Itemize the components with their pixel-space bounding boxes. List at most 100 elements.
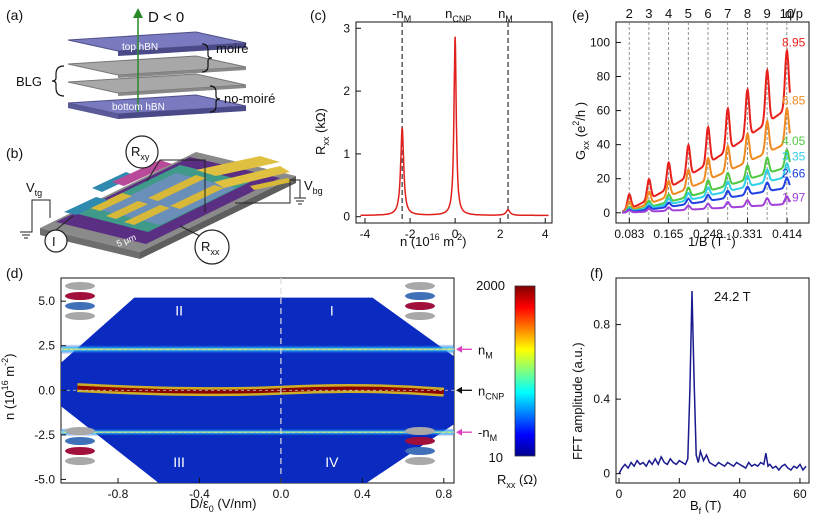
d-x-tick-label: 0.0 <box>273 487 290 501</box>
rxy-bubble <box>125 135 159 169</box>
stack-icon-bottom-left <box>65 427 95 465</box>
v-bg-label: Vbg <box>304 178 323 196</box>
f-x-tick-label: 60 <box>793 487 807 501</box>
d-y-tick-label: -5.0 <box>34 472 55 486</box>
f-x-axis-label: Bf (T) <box>690 498 721 516</box>
e-x-tick-label: 0.248 <box>693 227 723 241</box>
d-right-arrow-head <box>456 386 462 394</box>
panel-label-c: (c) <box>310 7 326 23</box>
d-x-axis: -0.8 -0.4 0.0 0.4 0.8 <box>108 478 452 501</box>
e-y-axis-label: Gxx (e2/h ) <box>571 102 591 160</box>
e-top-tick-label: 4 <box>665 6 672 21</box>
e-series-line <box>622 148 791 214</box>
e-top-tick-label: 8 <box>744 6 751 21</box>
d-y-tick-label: 2.5 <box>38 339 55 353</box>
f-y-tick-label: 0.8 <box>593 318 610 332</box>
moire-label: moiré <box>216 41 249 56</box>
c-top-label: nCNP <box>445 6 471 24</box>
layer-bottom-hbn <box>67 94 247 119</box>
e-top-tick-label: 5 <box>685 6 692 21</box>
e-x-tick-label: 0.331 <box>733 227 763 241</box>
plot-frame-e <box>615 21 810 224</box>
plot-frame-f <box>615 277 810 484</box>
c-y-tick-label: 3 <box>343 21 350 35</box>
c-y-axis: 0 1 2 3 <box>343 21 361 224</box>
bottom-hbn-label: bottom hBN <box>112 102 165 113</box>
layer-top-hbn <box>67 31 247 56</box>
panel-a: (a) D < 0 top hBN bottom hBN moiré no-mo… <box>6 7 275 119</box>
e-y-axis: 0 20 40 60 80 100 <box>590 35 621 220</box>
stack-icon-bottom-right <box>405 427 435 465</box>
e-x-axis-label: 1/B (T-1) <box>688 232 736 249</box>
e-x-tick-label: 0.083 <box>614 227 644 241</box>
colorbar-label: Rxx (Ω) <box>497 472 537 490</box>
colorbar <box>514 285 536 457</box>
e-top-tick-label: 6 <box>704 6 711 21</box>
d-region-label: II <box>175 302 183 318</box>
e-x-tick-label: 0.165 <box>653 227 683 241</box>
f-y-axis: 0 0.4 0.8 <box>593 318 621 481</box>
e-series-label: 2.66 <box>782 167 806 181</box>
c-x-tick-label: 2 <box>497 227 504 241</box>
d-guide-lines <box>61 278 454 483</box>
d-right-labels: nM nCNP -nM <box>456 342 504 443</box>
c-top-labels: -nM nCNP nM <box>392 6 513 24</box>
field-label: D < 0 <box>148 9 184 26</box>
device-image <box>40 152 296 259</box>
c-x-axis-label: n (1016 m-2) <box>400 232 466 249</box>
c-y-axis-label: Rxx (kΩ) <box>313 108 331 155</box>
panel-f: (f) 0 20 40 60 0 0.4 0.8 24.2 T Bf (T) FFT am… <box>570 265 810 516</box>
v-tg-label: Vtg <box>26 180 42 198</box>
f-y-tick-label: 0.4 <box>593 392 610 406</box>
e-top-tick-label: 3 <box>645 6 652 21</box>
d-region-label: I <box>330 302 334 318</box>
f-x-tick-label: 20 <box>673 487 687 501</box>
colorbar-max: 2000 <box>476 278 505 293</box>
d-right-arrow-head <box>456 345 462 353</box>
c-top-label: nM <box>498 6 513 24</box>
e-top-tick-label: 2 <box>626 6 633 21</box>
c-x-tick-label: 0 <box>452 227 459 241</box>
f-x-axis: 0 20 40 60 <box>616 478 807 501</box>
f-y-axis-label: FFT amplitude (a.u.) <box>570 342 585 460</box>
d-y-tick-label: 5.0 <box>38 294 55 308</box>
d-y-tick-label: -2.5 <box>34 428 55 442</box>
d-x-tick-label: 0.8 <box>435 487 452 501</box>
stack-icon-top-left <box>65 282 95 320</box>
d-right-label: -nM <box>478 425 497 443</box>
panel-label-d: (d) <box>6 265 23 281</box>
e-series-label: 8.95 <box>782 35 806 49</box>
layer-stack-icons <box>65 282 435 465</box>
no-moire-label: no-moiré <box>224 91 275 106</box>
e-y-tick-label: 60 <box>597 104 611 118</box>
rxx-bubble <box>194 229 230 265</box>
top-hbn-label: top hBN <box>122 42 158 53</box>
e-x-tick-label: 0.414 <box>772 227 802 241</box>
c-top-label: -nM <box>392 6 411 24</box>
panel-label-e: (e) <box>572 7 589 23</box>
c-reference-lines <box>401 22 509 223</box>
d-right-arrow-head <box>456 428 462 436</box>
panel-b: (b) <box>6 135 323 265</box>
e-x-axis: 0.083 0.165 0.248 0.331 0.414 <box>614 218 802 241</box>
band-nm-negative <box>61 428 454 437</box>
f-series-line <box>618 290 807 475</box>
d-right-label: nCNP <box>478 383 504 401</box>
plot-frame-c <box>355 21 553 224</box>
e-series-label: 3.35 <box>782 150 806 164</box>
d-right-label: nM <box>478 342 493 360</box>
d-x-axis-label: D/ε0 (V/nm) <box>190 496 256 514</box>
d-x-tick-label: -0.8 <box>108 487 129 501</box>
current-bubble <box>44 229 68 253</box>
e-series-line <box>622 195 791 214</box>
e-top-tick-label: 10 <box>780 6 794 21</box>
d-region-label: IV <box>325 454 339 470</box>
e-series-label: 4.05 <box>782 134 806 148</box>
stack-icon-top-right <box>405 282 435 320</box>
moire-bracket <box>201 43 213 73</box>
blg-label: BLG <box>16 74 42 89</box>
f-annotation: 24.2 T <box>714 289 751 304</box>
colorbar-min: 10 <box>489 450 503 465</box>
